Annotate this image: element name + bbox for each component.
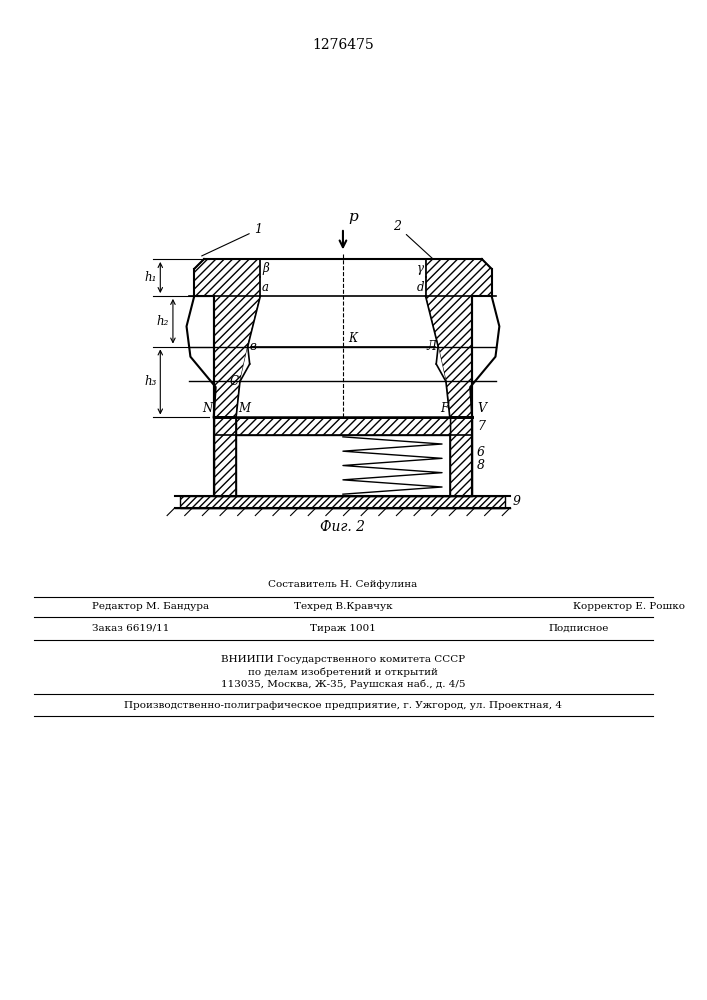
Text: M: M xyxy=(238,402,250,415)
Text: Техред В.Кравчук: Техред В.Кравчук xyxy=(293,602,392,611)
Text: a: a xyxy=(262,281,269,294)
Text: К: К xyxy=(348,332,357,345)
Text: F: F xyxy=(440,402,448,415)
Text: 7: 7 xyxy=(477,420,485,433)
Text: γ: γ xyxy=(416,262,423,275)
Text: Редактор М. Бандура: Редактор М. Бандура xyxy=(93,602,209,611)
Text: Фиг. 2: Фиг. 2 xyxy=(320,520,366,534)
Text: Заказ 6619/11: Заказ 6619/11 xyxy=(93,624,170,633)
Text: h₁: h₁ xyxy=(144,271,156,284)
Text: Корректор Е. Рошко: Корректор Е. Рошко xyxy=(573,602,685,611)
Text: 1: 1 xyxy=(201,223,262,256)
Text: 8: 8 xyxy=(477,459,485,472)
Text: N: N xyxy=(202,402,213,415)
Text: h₃: h₃ xyxy=(144,375,156,388)
Text: по делам изобретений и открытий: по делам изобретений и открытий xyxy=(248,667,438,677)
Text: С: С xyxy=(230,375,239,388)
Polygon shape xyxy=(236,417,450,435)
Text: Производственно-полиграфическое предприятие, г. Ужгород, ул. Проектная, 4: Производственно-полиграфическое предприя… xyxy=(124,701,562,710)
Text: 1276475: 1276475 xyxy=(312,38,374,52)
Text: Составитель Н. Сейфулина: Составитель Н. Сейфулина xyxy=(269,580,418,589)
Text: 6: 6 xyxy=(477,446,485,459)
Text: 2: 2 xyxy=(394,220,433,259)
Text: Л: Л xyxy=(426,340,436,353)
Text: ВНИИПИ Государственного комитета СССР: ВНИИПИ Государственного комитета СССР xyxy=(221,655,465,664)
Polygon shape xyxy=(180,496,506,508)
Text: d: d xyxy=(417,281,424,294)
Polygon shape xyxy=(450,417,472,496)
Text: p: p xyxy=(349,210,358,224)
Text: V: V xyxy=(477,402,486,415)
Text: Тираж 1001: Тираж 1001 xyxy=(310,624,376,633)
Polygon shape xyxy=(426,259,491,417)
Text: 113035, Москва, Ж-35, Раушская наб., д. 4/5: 113035, Москва, Ж-35, Раушская наб., д. … xyxy=(221,680,465,689)
Text: в: в xyxy=(250,340,257,353)
Polygon shape xyxy=(236,259,450,417)
Text: Подписное: Подписное xyxy=(549,624,609,633)
Text: β: β xyxy=(262,262,269,275)
Text: 9: 9 xyxy=(513,495,521,508)
Text: h₂: h₂ xyxy=(157,315,169,328)
Polygon shape xyxy=(214,417,236,496)
Polygon shape xyxy=(194,259,260,417)
